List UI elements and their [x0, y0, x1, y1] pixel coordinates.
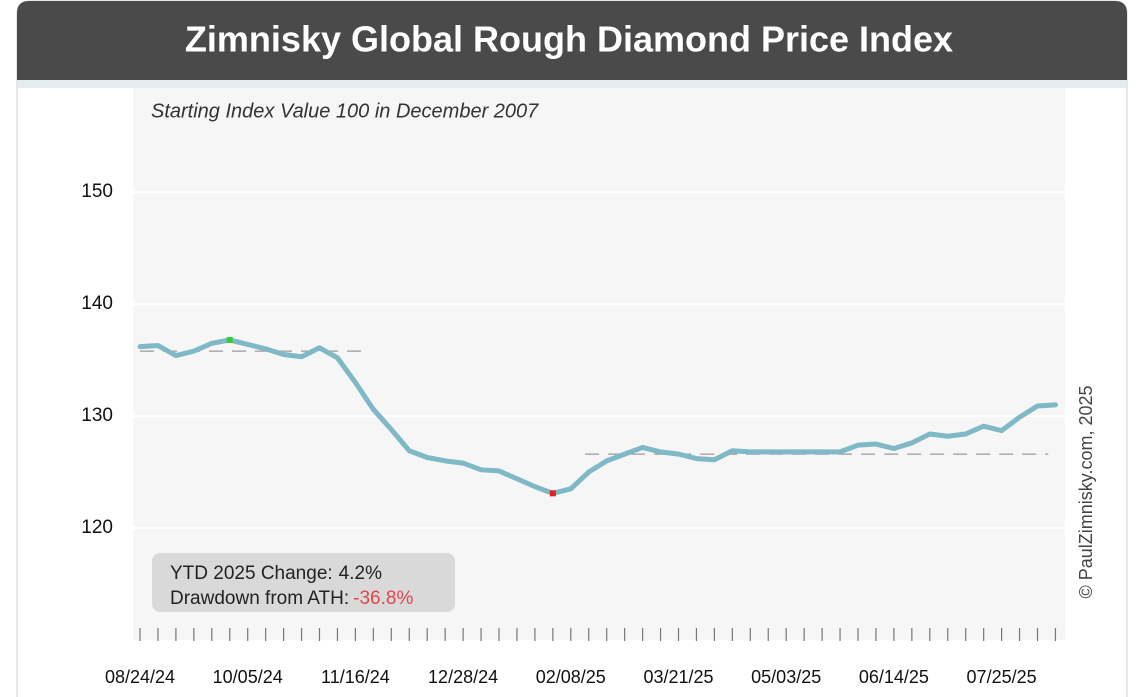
y-tick-label: 140	[81, 293, 113, 314]
subtitle: Starting Index Value 100 in December 200…	[151, 100, 539, 122]
ytd-label: YTD 2025 Change:	[170, 563, 333, 584]
y-tick-label: 130	[81, 405, 113, 426]
annotation-bg	[152, 553, 455, 612]
drawdown-value: -36.8%	[353, 588, 413, 609]
x-tick-label: 02/08/25	[536, 667, 606, 687]
annotation-box: YTD 2025 Change: 4.2% Drawdown from ATH: -…	[152, 553, 455, 612]
header-bar	[17, 1, 1127, 80]
credit: © PaulZimnisky.com, 2025	[1076, 385, 1096, 598]
index-line	[137, 337, 1058, 496]
y-tick-label: 120	[81, 517, 113, 538]
ytd-value: 4.2%	[339, 563, 382, 584]
plot-area	[133, 88, 1065, 640]
x-tick-label: 11/16/24	[321, 667, 390, 687]
x-tick-label: 10/05/24	[213, 667, 283, 687]
drawdown-label: Drawdown from ATH:	[170, 588, 349, 609]
x-tick-label: 06/14/25	[859, 667, 929, 687]
extreme-point	[226, 336, 233, 343]
x-tick-label: 03/21/25	[643, 667, 713, 687]
x-tick-label: 08/24/24	[105, 667, 175, 687]
y-tick-label: 150	[81, 181, 113, 202]
x-tick-label: 12/28/24	[428, 667, 498, 687]
annotation-line: Drawdown from ATH: -36.8%	[170, 588, 413, 609]
chart-title: Zimnisky Global Rough Diamond Price Inde…	[185, 19, 953, 60]
annotation-line: YTD 2025 Change: 4.2%	[170, 563, 382, 584]
x-tick-label: 05/03/25	[751, 667, 821, 687]
x-tick-label: 07/25/25	[967, 667, 1037, 687]
extreme-point	[549, 490, 556, 497]
header-rule	[17, 80, 1127, 88]
